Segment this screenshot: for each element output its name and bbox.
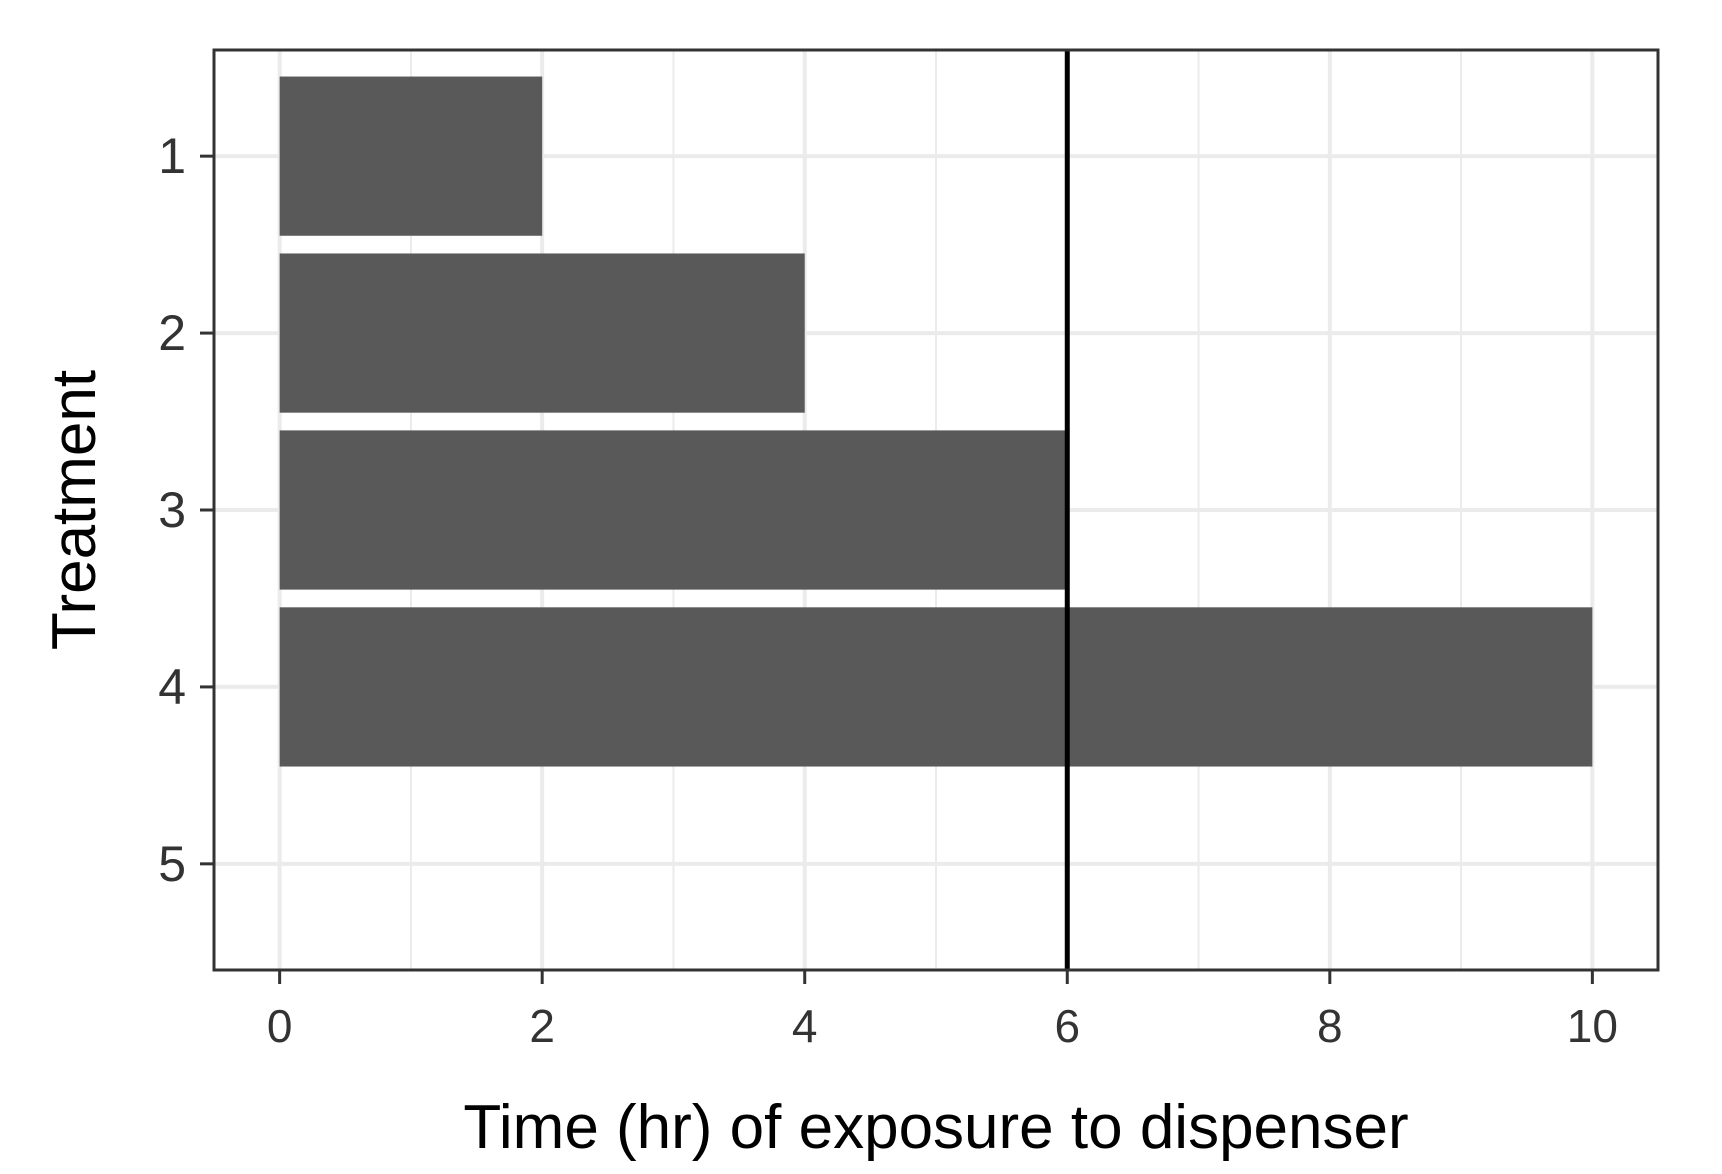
x-tick-label: 4 [792,1000,818,1052]
y-tick-label: 2 [158,305,186,361]
x-tick-label: 10 [1567,1000,1618,1052]
x-tick-label: 6 [1054,1000,1080,1052]
x-tick-label: 2 [529,1000,555,1052]
bar-treatment-3 [279,430,1068,590]
y-axis-title: Treatment [40,370,109,650]
y-tick-label: 3 [158,482,186,538]
bar-treatment-2 [279,253,805,413]
y-tick-label: 1 [158,128,186,184]
y-tick-label: 4 [158,659,186,715]
x-tick-label: 8 [1317,1000,1343,1052]
x-axis-title: Time (hr) of exposure to dispenser [463,1093,1408,1162]
y-tick-label: 5 [158,836,186,892]
bars-layer [279,76,1593,767]
bar-treatment-1 [279,76,543,236]
x-tick-label: 0 [267,1000,293,1052]
bar-treatment-4 [279,607,1593,767]
